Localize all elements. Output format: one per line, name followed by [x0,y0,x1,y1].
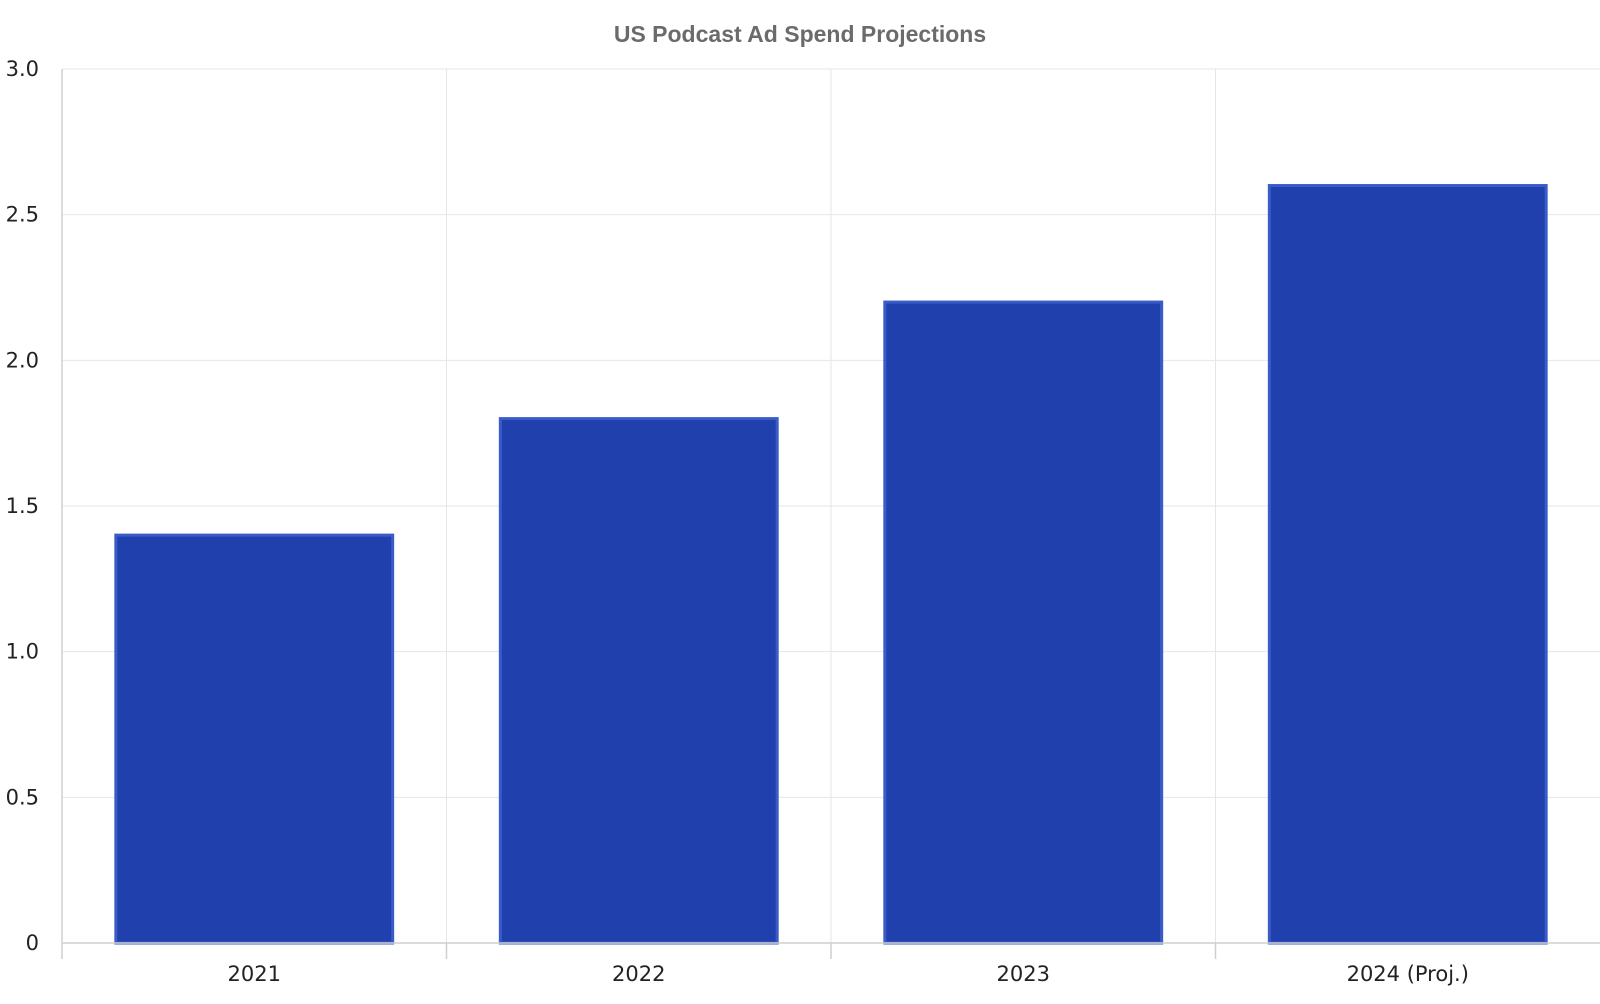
x-tick-label: 2024 (Proj.) [1347,962,1469,986]
chart-title: US Podcast Ad Spend Projections [614,21,986,47]
y-tick-label: 3.0 [6,57,39,81]
x-tick-label: 2021 [228,962,281,986]
bar-2021 [114,533,395,945]
y-axis-ticks: 0 0.5 1.0 1.5 2.0 2.5 3.0 [6,57,39,955]
y-tick-label: 0.5 [6,785,39,809]
bar-2022 [498,417,779,945]
y-tick-label: 1.0 [6,640,39,664]
y-tick-label: 2.0 [6,348,39,372]
y-tick-label: 0 [26,931,39,955]
y-tick-label: 2.5 [6,203,39,227]
bars [114,184,1548,945]
x-tick-label: 2022 [612,962,665,986]
bar-2023 [883,300,1164,945]
x-tick-label: 2023 [997,962,1050,986]
bar-2024-proj [1267,184,1548,945]
y-tick-label: 1.5 [6,494,39,518]
axes [61,69,1600,959]
x-axis-ticks: 2021 2022 2023 2024 (Proj.) [228,962,1469,986]
